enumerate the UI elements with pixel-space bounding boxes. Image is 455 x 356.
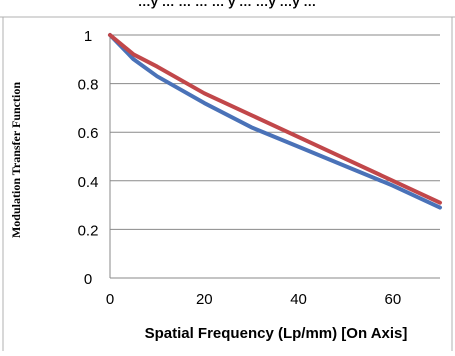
- series-lines: [108, 33, 442, 210]
- series-line-2: [108, 33, 442, 205]
- header-fragment: …y … … … … y … …y …y …: [138, 0, 316, 9]
- y-tick-label: 1: [84, 28, 92, 45]
- y-tick-label: 0.4: [78, 174, 99, 191]
- y-tick-label: 0.8: [78, 77, 99, 94]
- x-tick-label: 60: [385, 291, 402, 308]
- y-tick-label: 0.6: [78, 125, 99, 142]
- x-tick-label: 40: [290, 291, 307, 308]
- x-tick-labels: 0 20 40 60: [106, 291, 401, 308]
- series-line-1: [108, 33, 442, 210]
- x-tick-label: 0: [106, 291, 114, 308]
- grid-lines: [109, 34, 440, 279]
- x-tick-label: 20: [196, 291, 213, 308]
- y-tick-labels: 0 0.2 0.4 0.6 0.8 1: [78, 28, 99, 288]
- y-tick-label: 0.2: [78, 222, 99, 239]
- y-tick-label: 0: [84, 271, 92, 288]
- y-axis-label: Modulation Transfer Function: [9, 82, 23, 238]
- x-axis-label: Spatial Frequency (Lp/mm) [On Axis]: [145, 325, 408, 342]
